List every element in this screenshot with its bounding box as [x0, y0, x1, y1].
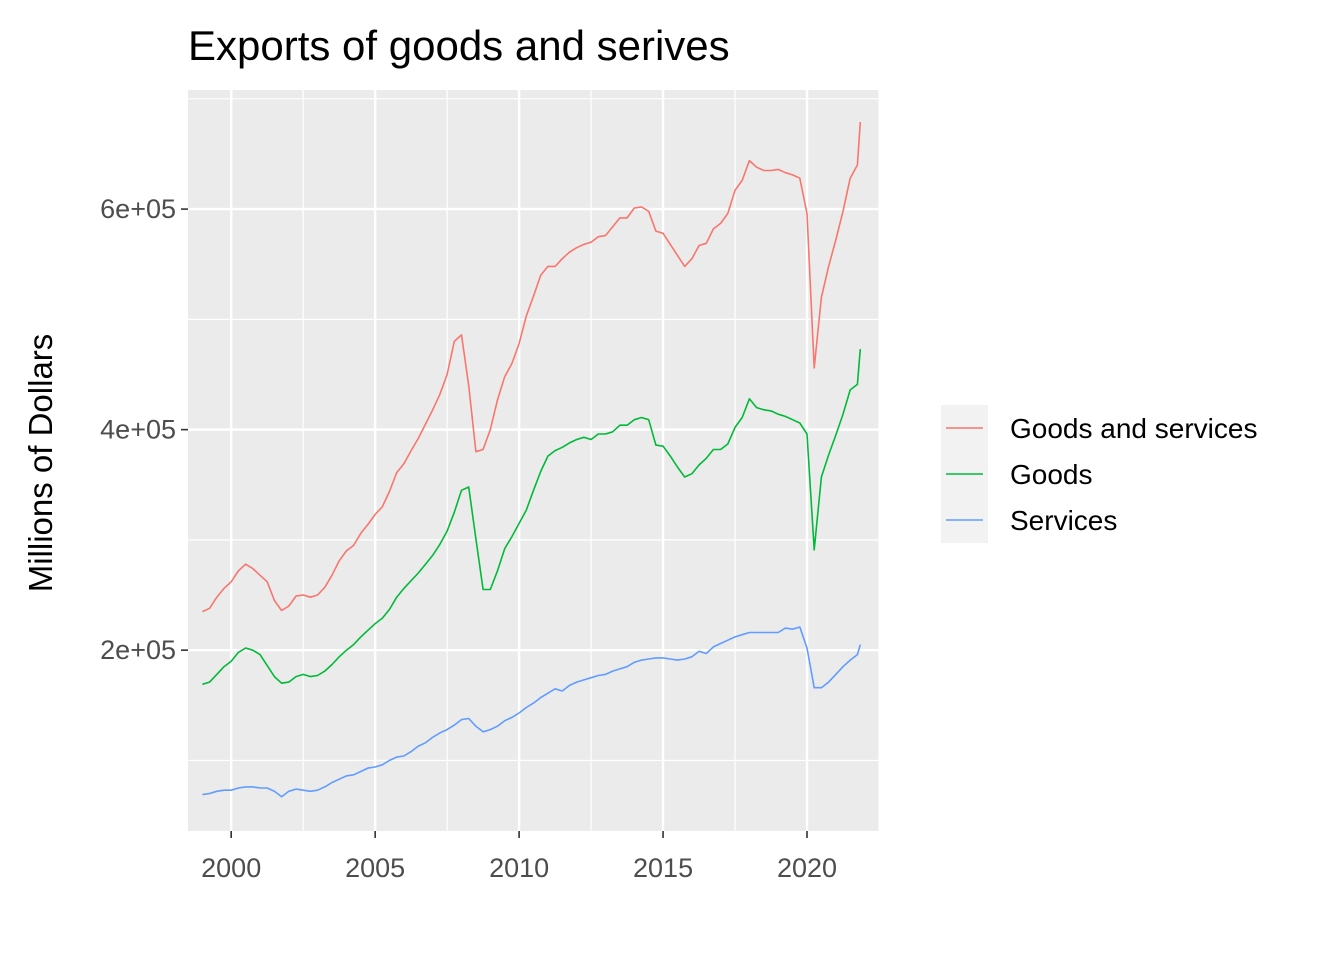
y-axis-title: Millions of Dollars: [22, 334, 59, 593]
y-tick-label: 2e+05: [100, 635, 176, 665]
grid-lines: [188, 90, 880, 831]
y-tick-label: 4e+05: [100, 415, 176, 445]
x-tick-label: 2005: [345, 853, 405, 883]
series-line-1: [202, 349, 862, 686]
series-line-2: [202, 626, 862, 798]
x-tick-label: 2010: [489, 853, 549, 883]
legend-label: Services: [1010, 505, 1117, 536]
legend-label: Goods and services: [1010, 413, 1257, 444]
x-tick-label: 2015: [633, 853, 693, 883]
legend: Goods and services Goods Services: [941, 405, 1257, 543]
plot-panel: [188, 90, 879, 831]
x-tick-label: 2020: [777, 853, 837, 883]
y-axis: 2e+05 4e+05 6e+05: [100, 194, 188, 665]
chart-title: Exports of goods and serives: [188, 22, 730, 69]
y-tick-label: 6e+05: [100, 194, 176, 224]
series-lines: [202, 121, 862, 798]
x-tick-label: 2000: [201, 853, 261, 883]
legend-label: Goods: [1010, 459, 1093, 490]
x-axis: 2000 2005 2010 2015 2020: [201, 831, 837, 883]
series-line-0: [202, 121, 862, 613]
